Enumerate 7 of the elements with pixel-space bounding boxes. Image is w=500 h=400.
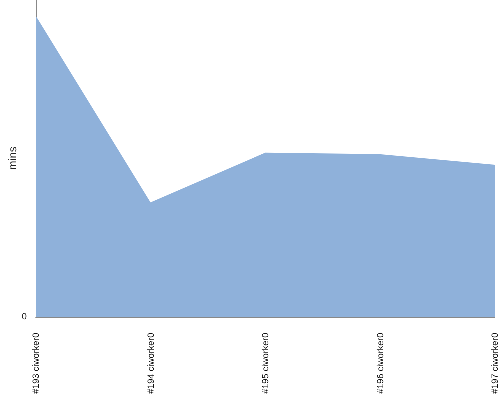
x-tick-label: #193 ciworker0	[31, 333, 41, 394]
x-tick-label: #197 ciworker0	[490, 333, 500, 394]
y-axis-title: mins	[8, 146, 20, 170]
x-tick-label: #194 ciworker0	[146, 333, 156, 394]
text: 0	[22, 312, 28, 322]
x-tick-label: #195 ciworker0	[260, 333, 270, 394]
x-tick-label: #196 ciworker0	[375, 333, 386, 394]
